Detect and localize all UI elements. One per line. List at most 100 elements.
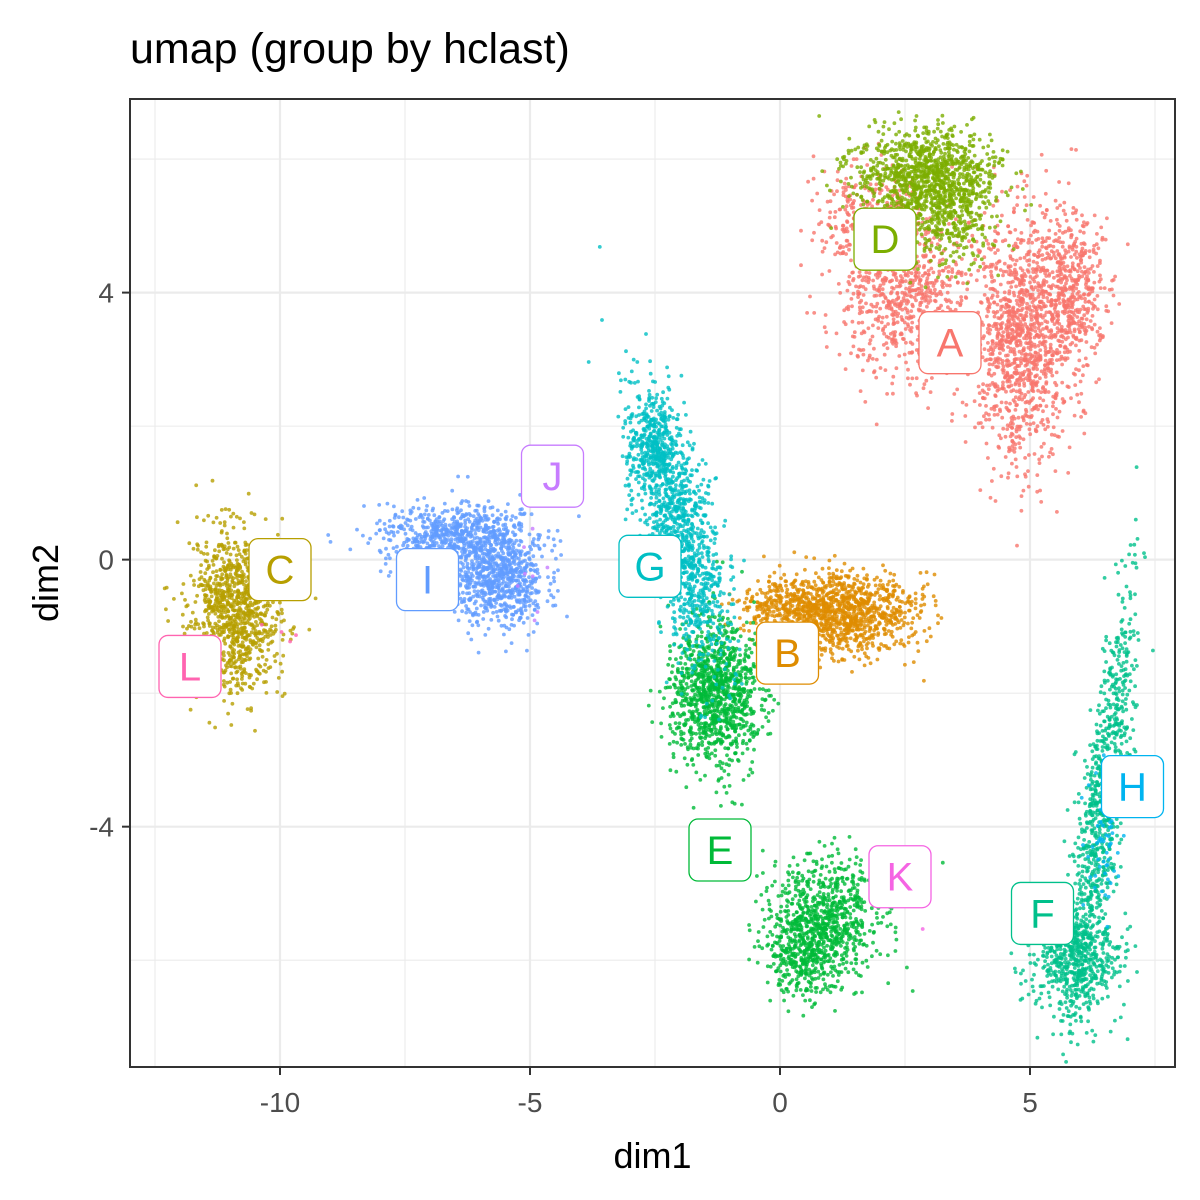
data-point [774, 600, 779, 605]
data-point [852, 199, 856, 203]
data-point [1014, 298, 1019, 303]
data-point [845, 239, 850, 243]
data-point [880, 278, 885, 283]
data-point [896, 296, 900, 301]
data-point [1027, 263, 1031, 267]
data-point [198, 570, 203, 574]
data-point [1049, 335, 1054, 340]
data-point [1059, 256, 1063, 261]
data-point [812, 311, 817, 315]
data-point [867, 353, 872, 358]
data-point [1017, 441, 1021, 446]
data-point [847, 247, 851, 252]
data-point [959, 273, 964, 278]
data-point [236, 613, 241, 618]
data-point [257, 643, 262, 648]
data-point [892, 642, 897, 647]
data-point [231, 641, 235, 646]
data-point [1090, 286, 1095, 291]
data-point [843, 322, 848, 327]
data-point [904, 286, 908, 291]
data-point [766, 613, 771, 618]
data-point [258, 617, 262, 621]
data-point [1023, 474, 1028, 479]
data-point [1006, 224, 1011, 229]
data-point [1066, 385, 1071, 389]
data-point [998, 339, 1002, 344]
data-point [1010, 331, 1015, 336]
data-point [854, 183, 858, 188]
data-point [767, 579, 771, 584]
data-point [1080, 213, 1084, 218]
data-point [217, 549, 222, 554]
data-point [1105, 216, 1109, 221]
data-point [779, 576, 783, 581]
data-point [950, 412, 955, 416]
data-point [897, 354, 902, 358]
data-point [939, 616, 944, 620]
data-point [1046, 420, 1051, 424]
data-point [854, 614, 859, 619]
data-point [778, 613, 783, 618]
data-point [1110, 278, 1114, 283]
data-point [931, 270, 936, 275]
data-point [899, 611, 904, 615]
data-point [231, 525, 236, 530]
data-point [1084, 285, 1089, 290]
data-point [737, 598, 741, 603]
data-point [834, 241, 839, 245]
data-point [194, 483, 199, 488]
data-point [221, 625, 225, 630]
data-point [849, 649, 854, 654]
data-point [836, 282, 841, 286]
data-point [1016, 415, 1021, 420]
data-point [1055, 358, 1059, 362]
data-point [207, 720, 212, 725]
data-point [986, 372, 991, 376]
data-point [1050, 357, 1054, 362]
data-point [909, 329, 914, 334]
data-point [1021, 348, 1026, 352]
data-point [833, 224, 838, 229]
data-point [821, 581, 826, 585]
data-point [1037, 253, 1042, 258]
data-point [883, 275, 887, 280]
data-point [987, 362, 992, 367]
data-point [872, 628, 876, 633]
data-point [240, 688, 245, 692]
data-point [1026, 390, 1031, 394]
data-point [906, 270, 911, 275]
data-point [1057, 296, 1062, 300]
data-point [986, 299, 991, 304]
data-point [890, 285, 894, 290]
data-point [1028, 280, 1032, 285]
data-point [999, 436, 1003, 441]
data-point [215, 623, 219, 628]
data-point [1001, 330, 1006, 334]
data-point [865, 646, 869, 651]
data-point [927, 626, 932, 631]
data-point [240, 670, 245, 675]
data-point [1024, 407, 1028, 412]
data-point [1014, 465, 1019, 469]
data-point [203, 593, 208, 598]
data-point [224, 614, 229, 619]
data-point [1012, 321, 1017, 325]
data-point [916, 649, 921, 653]
data-point [213, 548, 217, 553]
data-point [1041, 385, 1046, 389]
data-point [242, 582, 246, 587]
data-point [1049, 249, 1054, 254]
data-point [1051, 404, 1055, 409]
data-point [838, 633, 843, 637]
data-point [855, 578, 860, 583]
data-point [1024, 183, 1029, 188]
data-point [1056, 310, 1060, 314]
data-point [238, 516, 242, 521]
data-point [1075, 310, 1080, 314]
data-point [1051, 452, 1055, 457]
data-point [1033, 362, 1037, 367]
data-point [1015, 195, 1020, 200]
data-point [887, 579, 892, 584]
data-point [988, 383, 992, 387]
